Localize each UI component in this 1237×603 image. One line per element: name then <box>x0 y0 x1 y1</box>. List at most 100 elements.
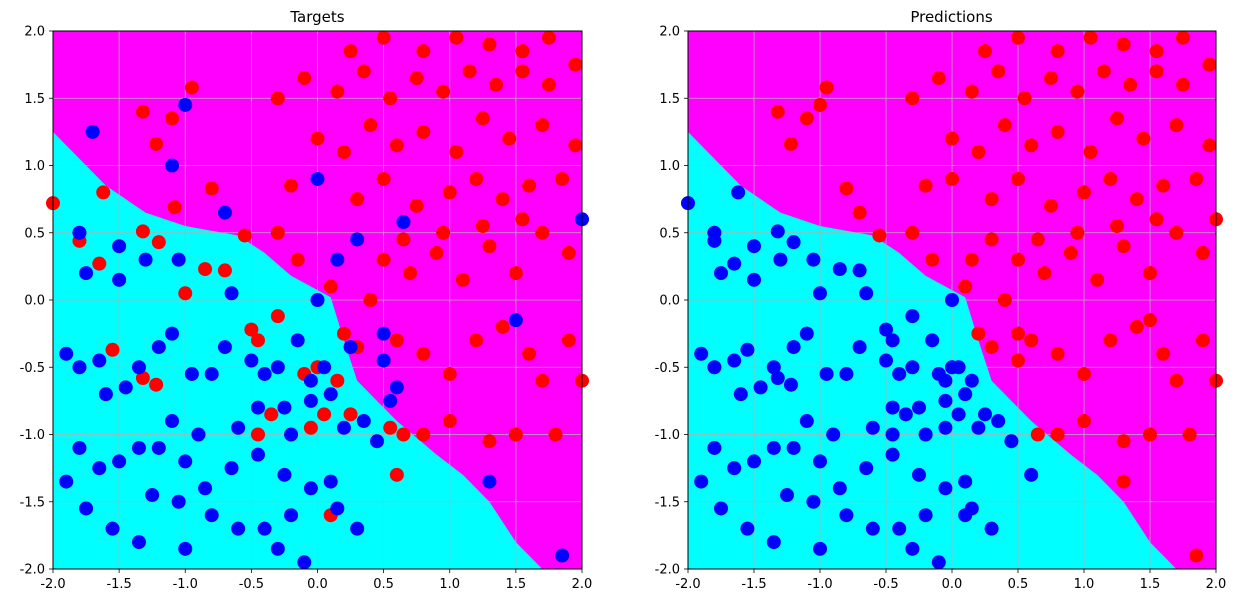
scatter-point <box>1169 373 1184 388</box>
scatter-point <box>502 131 517 146</box>
scatter-point <box>389 380 404 395</box>
scatter-point <box>250 400 265 415</box>
scatter-point <box>740 342 755 357</box>
scatter-point <box>984 232 999 247</box>
scatter-point <box>277 467 292 482</box>
scatter-point <box>508 266 523 281</box>
scatter-point <box>1077 414 1091 429</box>
scatter-point <box>482 239 497 254</box>
x-tick-label: -0.5 <box>239 577 264 592</box>
x-tick-label: 1.0 <box>439 577 460 592</box>
scatter-point <box>389 333 404 348</box>
scatter-point <box>971 420 986 435</box>
scatter-point <box>165 158 180 173</box>
scatter-point <box>938 393 953 408</box>
scatter-point <box>997 293 1012 307</box>
scatter-point <box>535 118 550 133</box>
scatter-point <box>945 131 959 146</box>
x-tick-label: 1.5 <box>1140 577 1161 592</box>
scatter-point <box>297 71 312 86</box>
scatter-point <box>727 353 742 368</box>
scatter-point <box>978 407 992 422</box>
x-tick-label: -0.5 <box>873 577 898 592</box>
scatter-point <box>145 488 160 503</box>
scatter-point <box>184 80 199 95</box>
scatter-point <box>482 474 497 489</box>
scatter-point <box>363 118 378 133</box>
scatter-point <box>515 212 530 227</box>
scatter-point <box>770 224 785 239</box>
scatter-point <box>118 380 133 395</box>
scatter-point <box>786 440 801 455</box>
y-tick-label: 2.0 <box>24 25 45 40</box>
scatter-point <box>1050 427 1065 442</box>
scatter-point <box>191 427 206 442</box>
y-tick-label: -0.5 <box>655 361 680 376</box>
scatter-point <box>330 501 345 516</box>
scatter-point <box>376 326 391 341</box>
scatter-point <box>416 346 431 361</box>
scatter-point <box>1195 333 1210 348</box>
scatter-point <box>819 80 834 95</box>
scatter-point <box>508 427 523 442</box>
scatter-point <box>885 427 900 442</box>
scatter-point <box>733 387 748 402</box>
scatter-point <box>204 366 219 381</box>
scatter-point <box>429 245 444 260</box>
scatter-point <box>1011 252 1025 267</box>
scatter-point <box>336 326 351 341</box>
y-tick-label: -2.0 <box>655 563 680 578</box>
scatter-point <box>442 366 457 381</box>
scatter-point <box>898 407 913 422</box>
scatter-point <box>303 481 318 496</box>
scatter-point <box>1116 37 1131 52</box>
scatter-point <box>694 474 709 489</box>
scatter-point <box>131 440 146 455</box>
scatter-point <box>839 508 854 523</box>
scatter-point <box>548 427 563 442</box>
scatter-point <box>317 360 332 375</box>
scatter-point <box>376 171 391 186</box>
scatter-point <box>958 387 973 402</box>
scatter-point <box>409 198 424 213</box>
scatter-point <box>1103 171 1118 186</box>
y-tick-label: 0.5 <box>659 226 680 241</box>
scatter-point <box>964 252 979 267</box>
scatter-point <box>105 342 120 357</box>
scatter-point <box>98 387 113 402</box>
scatter-point <box>905 309 920 324</box>
scatter-point <box>991 64 1006 79</box>
scatter-point <box>149 377 164 392</box>
scatter-point <box>237 228 252 243</box>
scatter-point <box>72 225 87 240</box>
y-tick-label: 1.0 <box>659 159 680 174</box>
scatter-point <box>165 326 180 341</box>
scatter-point <box>766 535 781 550</box>
scatter-point <box>270 360 285 375</box>
scatter-point <box>135 224 150 239</box>
scatter-point <box>217 263 232 278</box>
scatter-point <box>964 84 979 99</box>
targets-panel: Targets -2.0 -1.5 -1.0 -0.5 0.0 0.5 1.0 … <box>20 8 593 592</box>
scatter-point <box>1070 225 1085 240</box>
scatter-point <box>945 293 959 307</box>
scatter-point <box>403 266 418 281</box>
y-tick-label: -1.5 <box>655 495 680 510</box>
scatter-point <box>310 293 325 307</box>
scatter-point <box>442 414 457 429</box>
scatter-point <box>1050 44 1065 59</box>
scatter-point <box>714 501 728 516</box>
axes-frame <box>52 30 583 570</box>
scatter-point <box>1169 118 1184 133</box>
scatter-point <box>727 461 742 476</box>
scatter-point <box>310 171 325 186</box>
region-class-0 <box>53 131 543 569</box>
scatter-point <box>770 104 785 119</box>
scatter-point <box>167 200 182 215</box>
scatter-point <box>1037 266 1052 281</box>
x-tick-label: 1.0 <box>1074 577 1095 592</box>
x-tick-label: 1.5 <box>506 577 527 592</box>
scatter-point <box>568 138 583 153</box>
scatter-point <box>1044 198 1058 213</box>
scatter-point <box>1110 111 1124 126</box>
